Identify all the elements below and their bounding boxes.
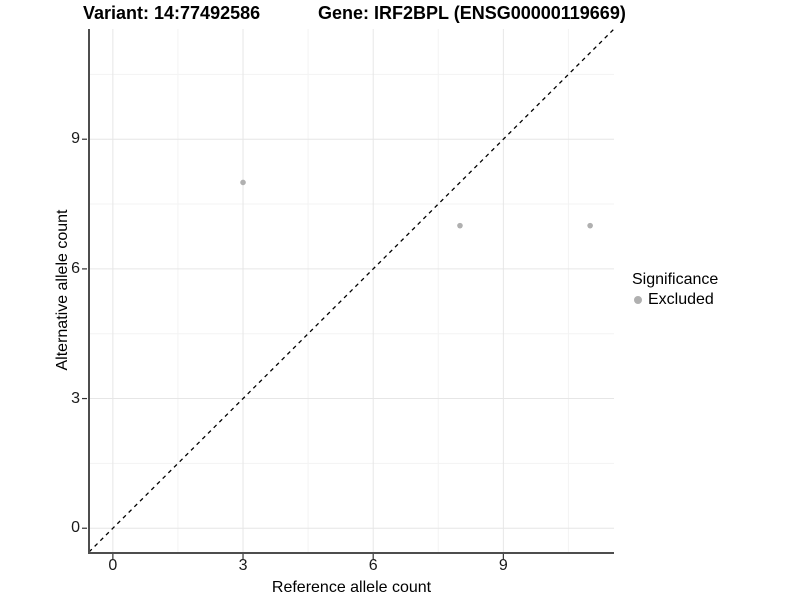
y-tick-label: 9	[71, 130, 80, 148]
x-tick-label: 3	[238, 557, 248, 574]
y-tick-label: 6	[71, 259, 80, 277]
plot-title-variant: Variant: 14:77492586	[83, 3, 261, 23]
identity-line	[88, 28, 615, 553]
data-point	[587, 222, 593, 229]
legend: Significance Excluded	[632, 271, 718, 309]
legend-entry-label: Excluded	[648, 291, 714, 308]
legend-title: Significance	[632, 271, 719, 288]
x-axis-title: Reference allele count	[271, 579, 432, 596]
x-tick-label: 9	[498, 557, 508, 574]
data-point	[240, 179, 246, 186]
plot-title-gene: Gene: IRF2BPL (ENSG00000119669)	[318, 3, 626, 23]
y-tick-label: 0	[71, 519, 80, 537]
x-tick-label: 0	[108, 557, 118, 574]
x-tick-label: 6	[368, 557, 378, 574]
legend-point-icon	[634, 296, 642, 304]
legend-entry-excluded: Excluded	[632, 291, 718, 309]
data-point	[457, 222, 463, 229]
y-tick-label: 3	[71, 389, 80, 407]
y-axis-title: Alternative allele count	[54, 209, 71, 371]
